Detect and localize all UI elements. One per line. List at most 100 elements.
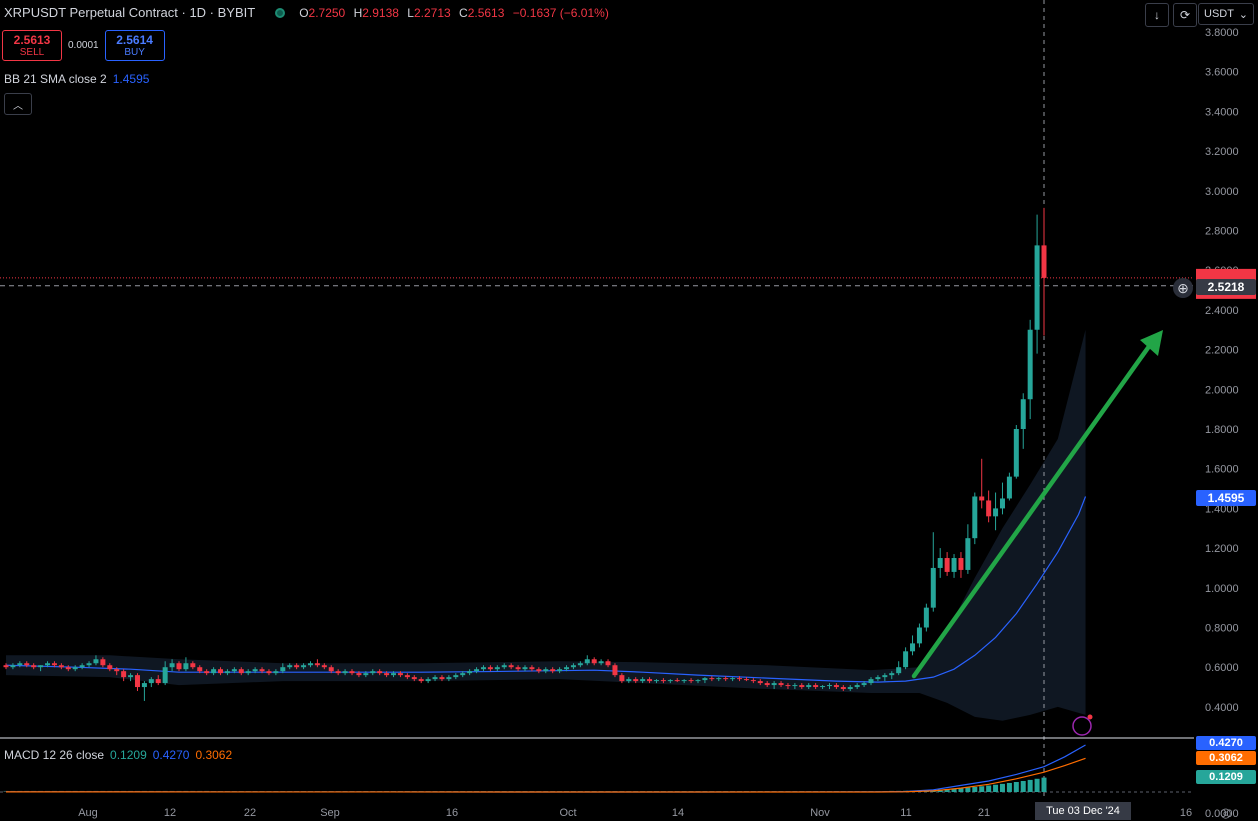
candle-body <box>418 679 424 682</box>
candle-body <box>1020 399 1026 429</box>
bb-legend[interactable]: BB 21 SMA close 2 1.4595 <box>4 72 149 86</box>
macd-hist-bar <box>1006 782 1012 792</box>
candle-body <box>840 687 846 690</box>
plus-circle-icon[interactable]: ⊕ <box>1173 278 1193 298</box>
candle-body <box>65 667 71 670</box>
candle-body <box>515 667 521 670</box>
candle-body <box>764 683 770 686</box>
y-tick-label: 2.2000 <box>1205 345 1239 357</box>
candle-body <box>958 558 964 570</box>
candle-body <box>446 677 452 680</box>
y-tick-label: 3.2000 <box>1205 146 1239 158</box>
candle-body <box>882 675 888 678</box>
macd-hist-bar <box>3 790 9 792</box>
candle-body <box>107 665 113 670</box>
candle-body <box>598 661 604 664</box>
candle-body <box>204 671 210 674</box>
market-status-icon <box>275 7 286 18</box>
x-tick-label: Oct <box>559 807 576 819</box>
y-tick-label: 2.8000 <box>1205 226 1239 238</box>
candle-body <box>730 678 736 680</box>
candle-body <box>591 659 597 664</box>
signal-line <box>5 757 1086 793</box>
candle-body <box>536 669 542 672</box>
trend-arrow-head <box>1140 330 1163 356</box>
macd-hist-bar <box>944 789 950 792</box>
y-tick-label: 0.8000 <box>1205 623 1239 635</box>
candle-body <box>674 680 680 682</box>
sync-icon[interactable]: ⟳ <box>1173 3 1197 27</box>
candle-body <box>771 683 777 686</box>
candle-body <box>653 680 659 682</box>
macd-line-price-label: 0.4270 <box>1196 736 1256 750</box>
macd-legend[interactable]: MACD 12 26 close 0.1209 0.4270 0.3062 <box>4 748 232 762</box>
candle-body <box>328 667 334 672</box>
candle-body <box>370 671 376 674</box>
candle-body <box>612 665 618 676</box>
sell-button[interactable]: 2.5613 SELL <box>2 30 62 61</box>
y-tick-label: 1.6000 <box>1205 464 1239 476</box>
candle-body <box>38 665 44 668</box>
settings-icon[interactable]: ◎ <box>1220 805 1232 820</box>
currency-select[interactable]: USDT ⌄ <box>1198 3 1254 25</box>
candle-body <box>522 667 528 670</box>
candle-body <box>301 665 307 668</box>
candle-body <box>709 678 715 680</box>
candle-body <box>577 663 583 666</box>
candle-body <box>72 667 78 670</box>
y-tick-label: 2.0000 <box>1205 384 1239 396</box>
candle-body <box>1027 329 1033 400</box>
candle-body <box>121 671 127 678</box>
candle-body <box>453 675 459 678</box>
macd-hist-bar <box>972 786 978 792</box>
candle-body <box>141 683 147 688</box>
candle-body <box>903 651 909 668</box>
collapse-legend-button[interactable]: ︿ <box>4 93 32 115</box>
arrow-down-icon[interactable]: ↓ <box>1145 3 1169 27</box>
candle-body <box>487 667 493 670</box>
x-tick-label: 11 <box>900 807 911 819</box>
y-tick-label: 2.4000 <box>1205 305 1239 317</box>
candle-body <box>480 667 486 670</box>
candle-body <box>999 498 1005 509</box>
macd-hist-price-label: 0.1209 <box>1196 770 1256 784</box>
candle-body <box>58 665 64 668</box>
buy-button[interactable]: 2.5614 BUY <box>104 30 165 61</box>
candle-body <box>619 675 625 682</box>
x-tick-label: Aug <box>78 807 98 819</box>
candle-body <box>861 683 867 686</box>
crosshair-price-label: 2.5218 <box>1196 279 1256 295</box>
macd-label: MACD 12 26 close <box>4 748 105 762</box>
macd-hist-bar <box>951 788 957 792</box>
x-tick-label: Sep <box>320 807 340 819</box>
candle-body <box>218 669 224 674</box>
macd-hist-bar <box>993 784 999 792</box>
candle-body <box>916 627 922 644</box>
candle-body <box>356 673 362 676</box>
symbol-title[interactable]: XRPUSDT Perpetual Contract · 1D · BYBIT <box>4 5 256 20</box>
candle-body <box>584 659 590 664</box>
candle-body <box>114 669 120 672</box>
macd-signal-value: 0.3062 <box>195 748 233 762</box>
candle-body <box>847 687 853 690</box>
candle-body <box>404 675 410 678</box>
candle-body <box>128 675 134 678</box>
change-readout: −0.1637 (−6.01%) <box>512 5 609 20</box>
candle-body <box>349 671 355 674</box>
candle-body <box>460 673 466 676</box>
candle-body <box>640 679 646 682</box>
y-tick-label: 3.6000 <box>1205 67 1239 79</box>
candle-body <box>508 665 514 668</box>
candle-body <box>543 669 549 672</box>
candle-body <box>529 667 535 670</box>
candle-body <box>723 678 729 680</box>
candle-body <box>833 685 839 688</box>
candle-body <box>716 678 722 680</box>
macd-line-value: 0.4270 <box>152 748 190 762</box>
trade-panel: 2.5613 SELL 0.0001 2.5614 BUY <box>2 30 165 61</box>
candle-body <box>314 663 320 666</box>
candle-body <box>134 675 140 688</box>
x-tick-label: 22 <box>244 807 256 819</box>
candle-body <box>820 686 826 688</box>
